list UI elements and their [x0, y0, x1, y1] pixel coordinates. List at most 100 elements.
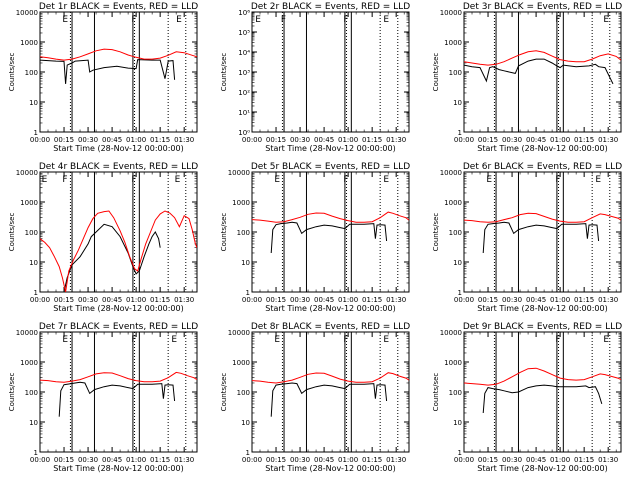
x-tick-label: 00:30 [78, 456, 98, 464]
y-tick-label: 10 [453, 259, 462, 267]
panel-title: Det 8r BLACK = Events, RED = LLD [251, 322, 410, 332]
x-tick-label: 00:30 [78, 296, 98, 304]
x-tick-label: 00:00 [454, 456, 474, 464]
x-tick-label: 01:30 [174, 296, 194, 304]
y-tick-label: 1000 [444, 199, 462, 207]
x-tick-label: 00:15 [266, 456, 286, 464]
y-tick-label: 10000 [440, 9, 462, 17]
x-tick-label: 01:30 [386, 296, 406, 304]
x-tick-label: 00:00 [242, 456, 262, 464]
x-tick-label: 01:15 [150, 296, 170, 304]
y-tick-label: 10 [241, 419, 250, 427]
annotation-e: E [595, 175, 601, 185]
panel-det-1: Det 1r BLACK = Events, RED = LLD 1 10 100 10… [8, 2, 198, 153]
annotation-e: E [274, 175, 280, 185]
x-tick-label: 01:00 [338, 296, 358, 304]
y-tick-label: 100 [25, 389, 38, 397]
series-events-line [482, 384, 603, 414]
y-tick-label: 100 [237, 229, 250, 237]
x-tick-label: 01:00 [338, 136, 358, 144]
x-tick-label: 01:15 [150, 456, 170, 464]
y-axis-label: Counts/sec [8, 373, 16, 412]
panel-det-8: Det 8r BLACK = Events, RED = LLD 1 10 100 10… [220, 322, 410, 473]
x-tick-label: 00:15 [54, 136, 74, 144]
y-tick-label: 100 [449, 69, 462, 77]
plot-frame [39, 171, 198, 293]
x-tick-label: 01:30 [598, 456, 618, 464]
x-tick-label: 01:30 [598, 296, 618, 304]
x-tick-label: 00:15 [478, 136, 498, 144]
plot-frame [251, 11, 410, 133]
series-lld-line [40, 210, 197, 292]
x-tick-label: 01:30 [386, 456, 406, 464]
x-tick-label: 00:45 [314, 456, 334, 464]
x-axis-label: Start Time (28-Nov-12 00:00:00) [53, 464, 183, 473]
x-tick-label: 01:30 [598, 136, 618, 144]
y-tick-label: 1 [458, 449, 462, 457]
x-tick-label: 00:45 [526, 296, 546, 304]
x-tick-label: 01:15 [574, 456, 594, 464]
annotation-e: E [62, 335, 68, 345]
annotation-f: F [343, 335, 348, 345]
y-tick-label: 100 [25, 69, 38, 77]
y-tick-label: 1 [246, 449, 250, 457]
y-tick-label: 1000 [232, 359, 250, 367]
annotation-e: E [603, 335, 609, 345]
x-tick-label: 01:15 [362, 296, 382, 304]
annotation-e: E [383, 15, 389, 25]
annotation-e: E [171, 335, 177, 345]
x-axis-label: Start Time (28-Nov-12 00:00:00) [53, 304, 183, 313]
annotation-e: E [274, 335, 280, 345]
annotation-e: E [255, 15, 261, 25]
y-tick-label: 10000 [16, 169, 38, 177]
annotation-f: F [555, 175, 560, 185]
panel-title: Det 1r BLACK = Events, RED = LLD [39, 2, 198, 12]
series-events-line [63, 223, 161, 292]
x-tick-label: 00:15 [478, 296, 498, 304]
x-tick-label: 01:00 [550, 456, 570, 464]
annotation-f: F [555, 335, 560, 345]
y-axis-label: Counts/sec [432, 373, 440, 412]
panel-title: Det 9r BLACK = Events, RED = LLD [463, 322, 622, 332]
x-tick-label: 00:45 [102, 456, 122, 464]
y-axis-label: Counts/sec [220, 373, 228, 412]
x-tick-label: 00:00 [454, 136, 474, 144]
series-lld-line [40, 371, 197, 383]
panel-title: Det 7r BLACK = Events, RED = LLD [39, 322, 198, 332]
panel-title: Det 5r BLACK = Events, RED = LLD [251, 162, 410, 172]
y-tick-label: 10000 [16, 329, 38, 337]
x-tick-label: 00:30 [78, 136, 98, 144]
x-tick-label: 00:45 [102, 296, 122, 304]
x-tick-label: 01:15 [150, 136, 170, 144]
x-tick-label: 00:45 [526, 456, 546, 464]
annotation-e: E [175, 175, 181, 185]
series-events-line [464, 58, 614, 85]
panel-det-9: Det 9r BLACK = Events, RED = LLD 1 10 100 10… [432, 322, 622, 473]
y-axis-label: Counts/sec [220, 213, 228, 252]
y-tick-label: 10000 [228, 329, 250, 337]
y-tick-label: 10¹ [238, 109, 250, 117]
annotation-f: F [281, 15, 286, 25]
annotation-f: F [62, 175, 67, 185]
x-tick-label: 00:00 [242, 136, 262, 144]
y-tick-label: 10⁰ [238, 129, 250, 137]
annotation-f: F [131, 175, 136, 185]
x-axis-label: Start Time (28-Nov-12 00:00:00) [265, 304, 395, 313]
y-tick-label: 1000 [20, 39, 38, 47]
panel-title: Det 2r BLACK = Events, RED = LLD [251, 2, 410, 12]
y-tick-label: 100 [237, 389, 250, 397]
x-axis-label: Start Time (28-Nov-12 00:00:00) [53, 144, 183, 153]
x-tick-label: 00:30 [502, 296, 522, 304]
x-tick-label: 01:30 [386, 136, 406, 144]
x-tick-label: 00:45 [526, 136, 546, 144]
x-tick-label: 01:00 [338, 456, 358, 464]
series-events-line [40, 59, 176, 84]
y-tick-label: 10000 [440, 169, 462, 177]
x-axis-label: Start Time (28-Nov-12 00:00:00) [265, 144, 395, 153]
x-tick-label: 00:00 [242, 296, 262, 304]
y-tick-label: 10000 [440, 329, 462, 337]
y-tick-label: 10 [241, 259, 250, 267]
y-tick-label: 100 [449, 229, 462, 237]
annotation-f: F [343, 15, 348, 25]
panel-det-2: Det 2r BLACK = Events, RED = LLD 10⁰ 10¹ 10… [220, 2, 410, 153]
